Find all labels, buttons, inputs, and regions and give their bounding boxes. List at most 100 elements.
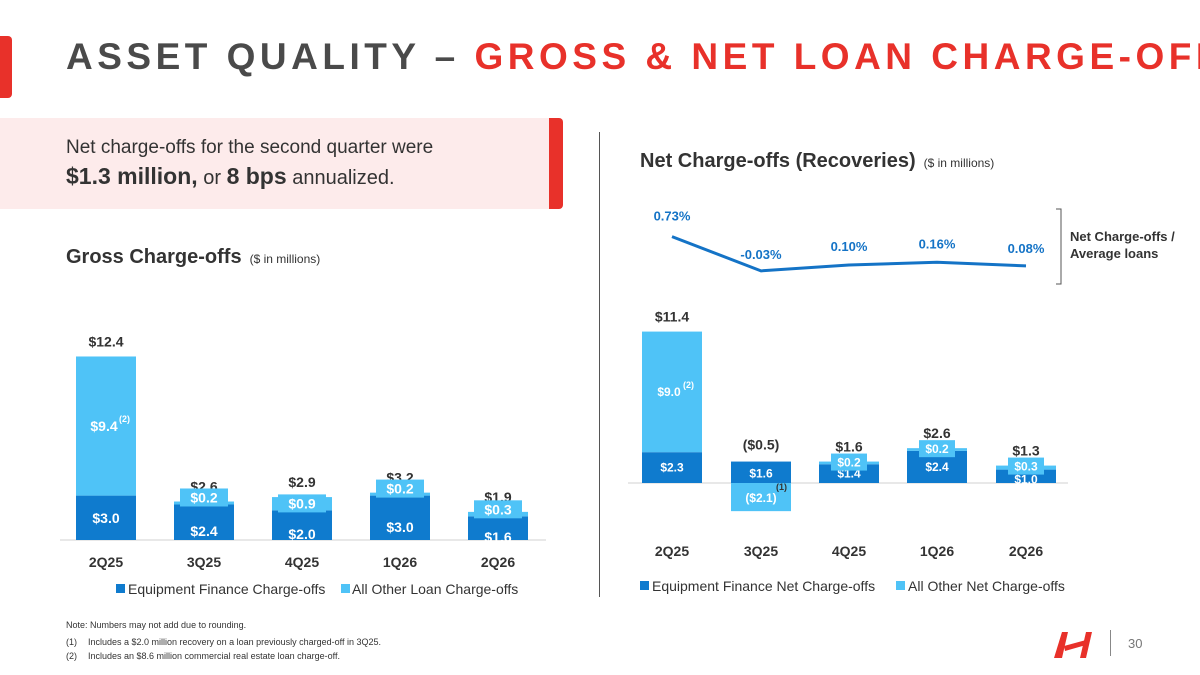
- net-other-superscript-2Q25: (2): [683, 380, 694, 390]
- gross-equipment-label-2Q25: $3.0: [92, 510, 119, 526]
- net-other-label-box-1Q26: [919, 440, 955, 458]
- net-total-label-1Q26: $2.6: [923, 425, 950, 441]
- gross-category-label-1Q26: 1Q26: [383, 554, 417, 570]
- section-divider: [599, 132, 600, 597]
- net-other-label-4Q25: $0.2: [837, 456, 861, 470]
- gross-legend-swatch-equipment: [116, 584, 125, 593]
- callout-bps: 8 bps: [226, 163, 287, 189]
- footnote-rounding: Note: Numbers may not add due to roundin…: [66, 620, 247, 630]
- callout-tail: annualized.: [286, 167, 395, 189]
- net-ratio-label-3Q25: -0.03%: [740, 247, 782, 262]
- gross-chart-title: Gross Charge-offs ($ in millions): [66, 246, 320, 269]
- net-equipment-label-1Q26: $2.4: [925, 460, 949, 474]
- gross-other-label-box-1Q26: [376, 479, 424, 498]
- net-other-label-1Q26: $0.2: [925, 442, 949, 456]
- net-chart-title: Net Charge-offs (Recoveries) ($ in millio…: [640, 150, 994, 173]
- net-chart-unit: ($ in millions): [923, 156, 995, 170]
- net-ratio-line: [671, 235, 1027, 273]
- gross-chart-unit: ($ in millions): [249, 252, 321, 266]
- net-other-label-2Q26: $0.3: [1014, 460, 1038, 474]
- callout-line-1: Net charge-offs for the second quarter w…: [66, 137, 434, 158]
- net-category-label-2Q26: 2Q26: [1009, 543, 1043, 559]
- page-number: 30: [1128, 636, 1143, 651]
- net-other-superscript-3Q25: (1): [776, 482, 787, 492]
- net-other-label-box-2Q26: [1008, 457, 1044, 475]
- net-ratio-label-4Q25: 0.10%: [831, 239, 868, 254]
- net-ratio-label-2Q26: 0.08%: [1008, 241, 1045, 256]
- net-other-label-2Q25: $9.0: [657, 385, 681, 399]
- gross-equipment-label-3Q25: $2.4: [190, 523, 217, 539]
- gross-other-label-1Q26: $0.2: [386, 481, 413, 497]
- net-ratio-bracket: [1056, 208, 1062, 285]
- gross-equipment-label-2Q26: $1.6: [484, 529, 511, 545]
- gross-chart-title-text: Gross Charge-offs: [66, 246, 242, 268]
- gross-other-label-box-2Q26: [474, 500, 522, 519]
- gross-category-label-4Q25: 4Q25: [285, 554, 319, 570]
- footnote-1-num: (1): [66, 637, 77, 647]
- gross-category-label-3Q25: 3Q25: [187, 554, 221, 570]
- title-part-2: GROSS & NET LOAN CHARGE-OFFS: [474, 36, 1200, 77]
- gross-category-label-2Q26: 2Q26: [481, 554, 515, 570]
- callout-accent-bar: [549, 118, 563, 209]
- gross-bar-equipment-1Q26: [370, 495, 430, 540]
- callout-amount: $1.3 million,: [66, 163, 198, 189]
- footnote-1: (1) Includes a $2.0 million recovery on a…: [66, 637, 381, 647]
- net-total-label-2Q25: $11.4: [655, 309, 689, 325]
- title-part-1: ASSET QUALITY –: [66, 36, 475, 77]
- page-title: ASSET QUALITY – GROSS & NET LOAN CHARGE-…: [66, 36, 1200, 78]
- net-bar-other-2Q25: [642, 331, 702, 453]
- net-total-label-2Q26: $1.3: [1012, 443, 1039, 459]
- gross-other-label-4Q25: $0.9: [288, 495, 315, 511]
- gross-other-label-2Q26: $0.3: [484, 501, 511, 517]
- net-ratio-legend-line-2: Average loans: [1070, 246, 1158, 261]
- footnote-1-text: Includes a $2.0 million recovery on a lo…: [88, 637, 382, 647]
- net-legend-swatch-equipment: [640, 581, 649, 590]
- gross-other-label-box-4Q25: [278, 494, 326, 513]
- gross-bar-equipment-4Q25: [272, 510, 332, 540]
- net-bar-equipment-2Q25: [642, 452, 702, 483]
- gross-other-label-2Q25: $9.4: [90, 418, 117, 434]
- gross-legend-swatch-other: [341, 584, 350, 593]
- net-equipment-label-3Q25: $1.6: [749, 466, 773, 480]
- net-chart-title-text: Net Charge-offs (Recoveries): [640, 150, 916, 172]
- gross-category-label-2Q25: 2Q25: [89, 554, 123, 570]
- net-category-label-4Q25: 4Q25: [832, 543, 866, 559]
- net-category-label-2Q25: 2Q25: [655, 543, 689, 559]
- net-category-label-3Q25: 3Q25: [744, 543, 778, 559]
- net-equipment-label-2Q25: $2.3: [660, 461, 684, 475]
- callout-or: or: [197, 167, 227, 189]
- net-ratio-legend-line-1: Net Charge-offs /: [1070, 229, 1175, 244]
- gross-total-label-4Q25: $2.9: [288, 474, 315, 490]
- net-ratio-label-2Q25: 0.73%: [654, 209, 691, 224]
- gross-other-superscript-2Q25: (2): [119, 414, 130, 424]
- gross-total-label-2Q25: $12.4: [88, 333, 123, 349]
- net-other-label-box-4Q25: [831, 453, 867, 471]
- logo-separator: [1110, 630, 1111, 656]
- gross-equipment-label-4Q25: $2.0: [288, 526, 315, 542]
- footnote-2-num: (2): [66, 651, 77, 661]
- gross-legend-equipment: Equipment Finance Charge-offs: [128, 581, 325, 597]
- gross-legend-other: All Other Loan Charge-offs: [352, 581, 518, 597]
- gross-bar-equipment-3Q25: [174, 504, 234, 540]
- gross-equipment-label-1Q26: $3.0: [386, 519, 413, 535]
- net-other-label-3Q25: ($2.1): [745, 491, 776, 505]
- net-total-label-3Q25: ($0.5): [743, 437, 780, 453]
- net-ratio-label-1Q26: 0.16%: [919, 236, 956, 251]
- net-category-label-1Q26: 1Q26: [920, 543, 954, 559]
- company-logo-icon: [1054, 632, 1092, 658]
- net-bar-equipment-3Q25: [731, 461, 791, 483]
- gross-bar-equipment-2Q25: [76, 495, 136, 540]
- gross-bar-other-2Q25: [76, 356, 136, 496]
- footnote-2: (2) Includes an $8.6 million commercial r…: [66, 651, 340, 661]
- net-legend-equipment: Equipment Finance Net Charge-offs: [652, 578, 875, 594]
- title-accent-bar: [0, 36, 12, 98]
- footnote-2-text: Includes an $8.6 million commercial real…: [88, 651, 340, 661]
- net-bar-other-3Q25: [731, 483, 791, 512]
- callout-line-2: $1.3 million, or 8 bps annualized.: [66, 162, 433, 193]
- net-legend-other: All Other Net Charge-offs: [908, 578, 1065, 594]
- net-equipment-label-2Q26: $1.0: [1014, 472, 1038, 486]
- gross-other-label-box-3Q25: [180, 488, 228, 507]
- callout-box: [0, 118, 553, 209]
- net-total-label-4Q25: $1.6: [835, 439, 862, 455]
